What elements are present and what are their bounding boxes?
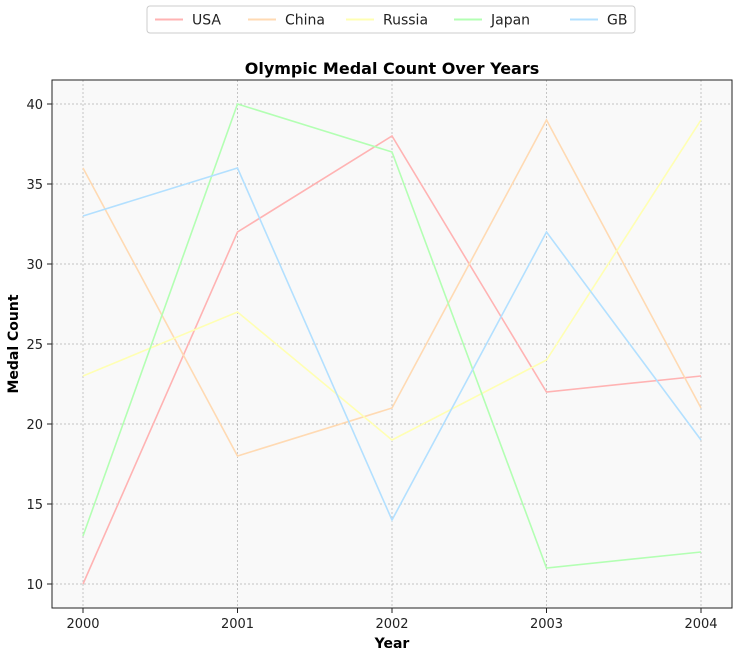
grid-lines: [52, 80, 732, 608]
y-tick-label: 20: [26, 418, 43, 433]
series-line-usa: [82, 134, 702, 585]
y-axis-label: Medal Count: [6, 294, 22, 393]
y-tick-label: 30: [26, 258, 43, 273]
series-lines: [82, 103, 702, 585]
series-line-japan: [82, 103, 702, 569]
x-tick-label: 2002: [375, 617, 408, 632]
x-tick-label: 2001: [221, 617, 254, 632]
y-tick-label: 25: [26, 338, 43, 353]
y-tick-label: 40: [26, 98, 43, 113]
x-tick-label: 2000: [66, 617, 99, 632]
legend-label-gb: GB: [607, 13, 627, 29]
chart-title: Olympic Medal Count Over Years: [245, 59, 540, 78]
legend-label-japan: Japan: [490, 13, 530, 29]
y-tick-label: 35: [26, 178, 43, 193]
series-line-china: [82, 118, 702, 457]
series-line-gb: [82, 167, 702, 522]
legend-label-china: China: [285, 13, 325, 29]
legend-box: [146, 5, 636, 34]
series-line-russia: [82, 119, 702, 441]
y-tick-label: 10: [26, 578, 43, 593]
axis-ticks: 2000 2001 2002 2003 2004 10 15 20 25 30 35 40: [26, 98, 717, 632]
legend: USA China Russia Japan GB: [146, 5, 636, 34]
x-tick-label: 2004: [684, 617, 717, 632]
x-tick-label: 2003: [530, 617, 563, 632]
legend-label-usa: USA: [192, 13, 221, 29]
legend-label-russia: Russia: [383, 13, 428, 29]
x-axis-label: Year: [374, 636, 410, 652]
y-tick-label: 15: [26, 498, 43, 513]
